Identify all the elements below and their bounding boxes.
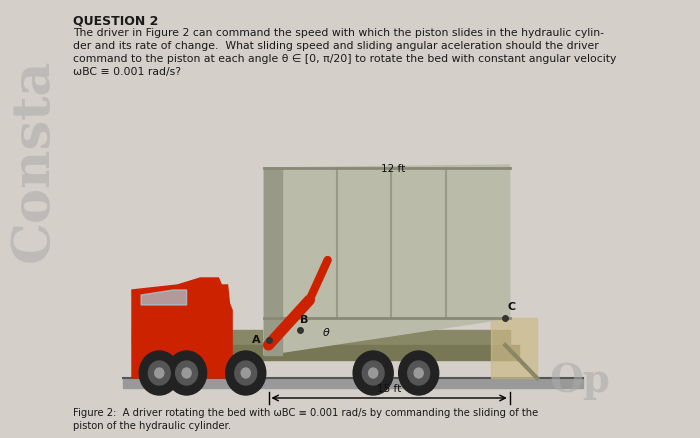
- Circle shape: [139, 351, 179, 395]
- Circle shape: [148, 361, 170, 385]
- Polygon shape: [123, 378, 582, 388]
- Polygon shape: [264, 168, 282, 355]
- Text: θ: θ: [323, 328, 330, 338]
- Polygon shape: [141, 290, 187, 305]
- Circle shape: [369, 368, 378, 378]
- Text: 12 ft: 12 ft: [381, 164, 405, 174]
- Circle shape: [182, 368, 191, 378]
- Polygon shape: [491, 318, 537, 378]
- Text: Figure 2:  A driver rotating the bed with ωBC ≡ 0.001 rad/s by commanding the sl: Figure 2: A driver rotating the bed with…: [73, 408, 538, 418]
- Text: A: A: [252, 335, 260, 345]
- Text: command to the piston at each angle θ ∈ [0, π/20] to rotate the bed with constan: command to the piston at each angle θ ∈ …: [73, 54, 616, 64]
- Polygon shape: [132, 330, 510, 345]
- Text: der and its rate of change.  What sliding speed and sliding angular aceleration : der and its rate of change. What sliding…: [73, 41, 598, 51]
- Circle shape: [167, 351, 206, 395]
- Circle shape: [353, 351, 393, 395]
- Polygon shape: [132, 278, 232, 378]
- Circle shape: [225, 351, 266, 395]
- Circle shape: [399, 351, 439, 395]
- Text: The driver in Figure 2 can command the speed with which the piston slides in the: The driver in Figure 2 can command the s…: [73, 28, 604, 38]
- Text: QUESTION 2: QUESTION 2: [73, 14, 158, 27]
- Text: C: C: [508, 302, 516, 312]
- Polygon shape: [264, 165, 510, 355]
- Circle shape: [176, 361, 197, 385]
- Polygon shape: [134, 285, 230, 312]
- Polygon shape: [182, 345, 519, 360]
- Text: ωBC ≡ 0.001 rad/s?: ωBC ≡ 0.001 rad/s?: [73, 67, 181, 77]
- Circle shape: [155, 368, 164, 378]
- Circle shape: [234, 361, 257, 385]
- Circle shape: [414, 368, 424, 378]
- Text: piston of the hydraulic cylinder.: piston of the hydraulic cylinder.: [73, 421, 231, 431]
- Circle shape: [408, 361, 430, 385]
- Circle shape: [241, 368, 251, 378]
- Circle shape: [363, 361, 384, 385]
- Text: B: B: [300, 315, 309, 325]
- Text: Consta: Consta: [7, 58, 58, 262]
- Text: Op: Op: [549, 362, 610, 400]
- Text: 15 ft: 15 ft: [377, 384, 401, 394]
